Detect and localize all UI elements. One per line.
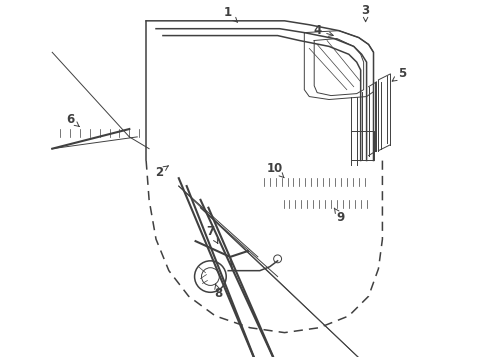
Text: 5: 5 bbox=[391, 67, 406, 81]
Text: 6: 6 bbox=[66, 113, 79, 127]
Text: 7: 7 bbox=[206, 225, 217, 243]
Text: 1: 1 bbox=[224, 6, 237, 22]
Text: 8: 8 bbox=[214, 284, 222, 300]
Text: 3: 3 bbox=[361, 4, 369, 22]
Text: 2: 2 bbox=[155, 166, 168, 179]
Text: 9: 9 bbox=[334, 208, 345, 224]
Text: 10: 10 bbox=[266, 162, 284, 178]
Text: 4: 4 bbox=[312, 24, 332, 37]
